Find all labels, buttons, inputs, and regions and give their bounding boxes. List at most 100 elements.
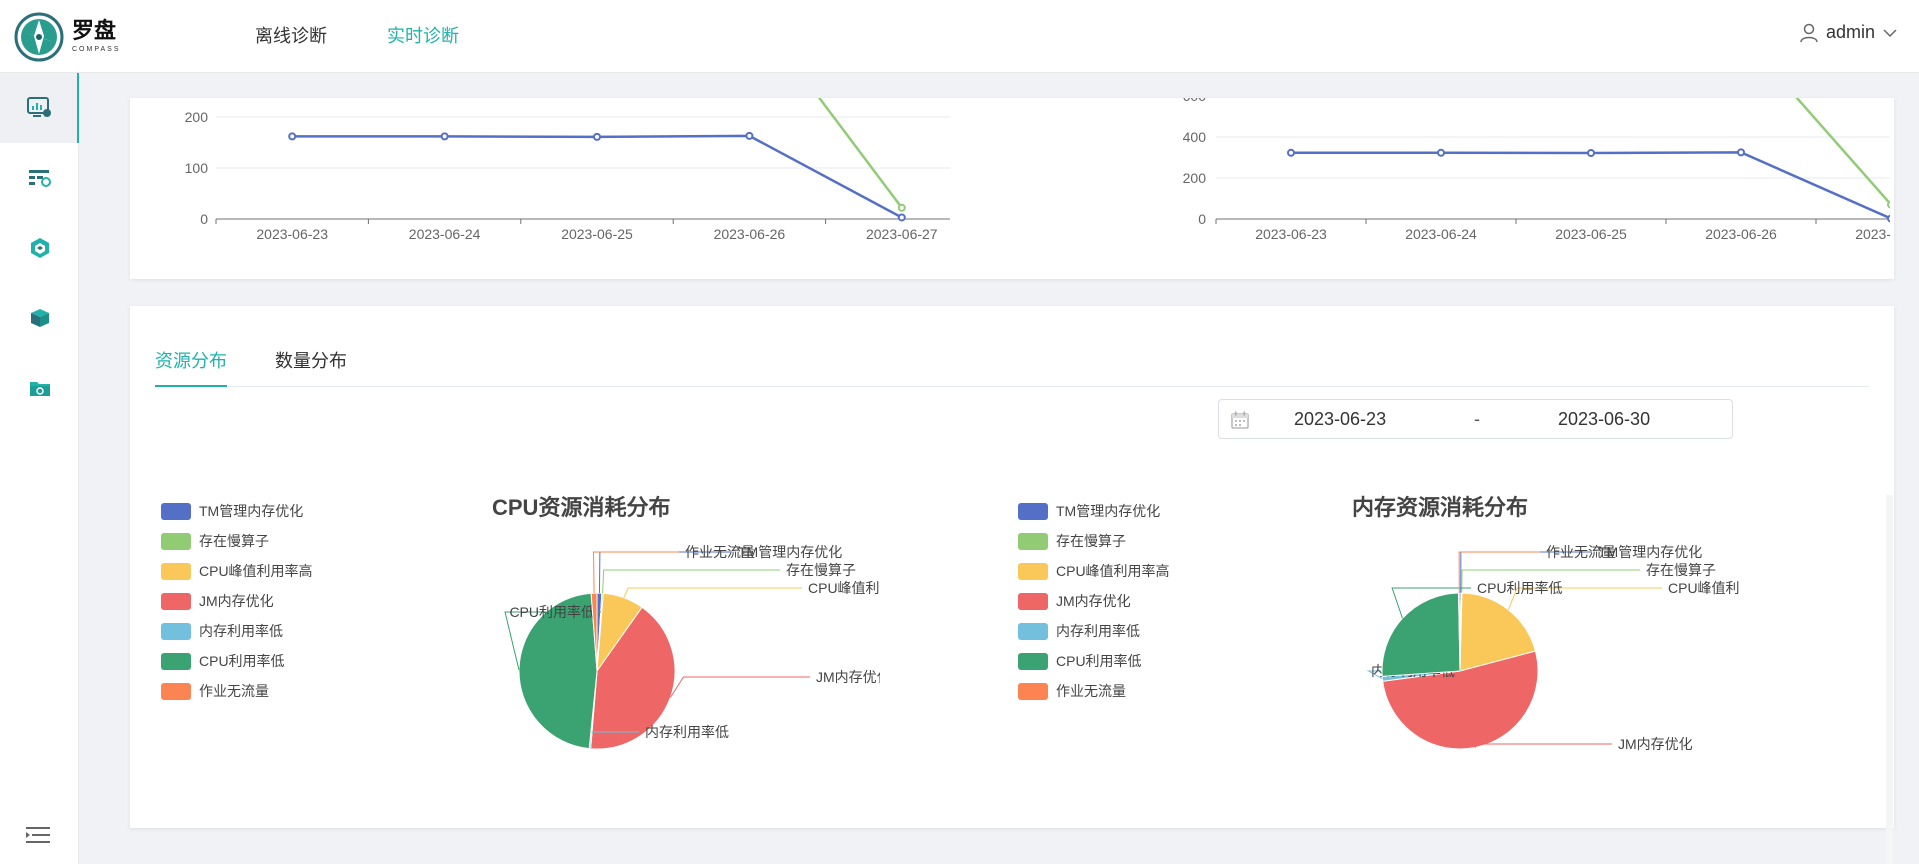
cpu-chart-title: CPU资源消耗分布 — [492, 495, 671, 520]
pie-slice — [1458, 592, 1461, 672]
user-name: admin — [1825, 22, 1875, 42]
start-date-input[interactable]: 2023-06-23 — [1294, 409, 1387, 429]
legend-swatch — [1018, 592, 1048, 610]
legend-item[interactable]: CPU峰值利用率高 — [161, 556, 313, 586]
pie-leader-line — [623, 587, 802, 598]
legend-swatch — [161, 562, 191, 580]
legend-swatch — [1018, 682, 1048, 700]
legend-item[interactable]: 作业无流量 — [161, 676, 313, 706]
series-line — [1795, 98, 1890, 206]
pie-label: 存在慢算子 — [1646, 562, 1716, 578]
pie-leader-line — [1474, 743, 1612, 748]
legend-item[interactable]: 内存利用率低 — [1018, 616, 1170, 646]
sidebar-item-folder[interactable] — [0, 353, 79, 423]
main-nav: 离线诊断 实时诊断 — [255, 0, 519, 73]
legend-item[interactable]: CPU利用率低 — [1018, 646, 1170, 676]
y-tick-label: 600 — [1183, 98, 1207, 104]
pie-label: CPU峰值利用率高 — [808, 580, 880, 596]
logo-subtitle: COMPASS — [72, 46, 121, 53]
logo-title: 罗盘 — [72, 18, 117, 43]
y-tick-label: 200 — [1183, 170, 1207, 186]
legend-item[interactable]: TM管理内存优化 — [161, 496, 313, 526]
legend-item[interactable]: 存在慢算子 — [161, 526, 313, 556]
memory-chart-title: 内存资源消耗分布 — [1352, 495, 1529, 520]
series-point — [593, 132, 601, 141]
legend-swatch — [161, 532, 191, 550]
pie-slice — [1381, 592, 1461, 677]
legend-item[interactable]: 内存利用率低 — [161, 616, 313, 646]
user-menu[interactable]: admin — [1800, 22, 1905, 43]
pie-label: 作业无流量 — [685, 544, 755, 560]
legend-cpu: TM管理内存优化存在慢算子 CPU峰值利用率高 JM内存优化内存利用率低 CPU利用率… — [161, 496, 313, 706]
y-tick-label: 0 — [1198, 211, 1206, 227]
user-icon — [1800, 23, 1818, 42]
legend-swatch — [161, 682, 191, 700]
x-tick-label: 2023-06-27 — [1855, 226, 1890, 242]
x-tick-label: 2023-06-23 — [1255, 226, 1327, 242]
legend-label: CPU利用率低 — [1056, 653, 1142, 669]
series-point — [1887, 200, 1890, 209]
nav-offline-diagnosis[interactable]: 离线诊断 — [255, 26, 327, 46]
pie-label: CPU利用率低 — [509, 604, 595, 620]
x-tick-label: 2023-06-27 — [866, 226, 938, 242]
legend-label: CPU利用率低 — [199, 653, 285, 669]
legend-item[interactable]: CPU利用率低 — [161, 646, 313, 676]
scrollbar[interactable] — [1886, 495, 1893, 864]
sidebar-item-hexagon[interactable] — [0, 213, 79, 283]
dashboard-icon — [26, 97, 51, 117]
pie-slice — [590, 592, 598, 672]
pie-leader-line — [1507, 587, 1662, 611]
pie-label: TM管理内存优化 — [738, 544, 842, 560]
distribution-card: 资源分布 数量分布 2023-06-23 - 2023-06-30 TM管理内存… — [130, 306, 1894, 828]
trend-card: 0 100 200 2023-06-23 2023-06-24 2023-06-25 202… — [130, 98, 1894, 279]
series-line — [1291, 151, 1890, 220]
legend-swatch — [161, 652, 191, 670]
legend-item[interactable]: 存在慢算子 — [1018, 526, 1170, 556]
pie-label: 存在慢算子 — [786, 562, 856, 578]
trend-chart-right: 0 200 400 600 2023-06-23 2023-06-24 2023-06-25… — [1183, 98, 1890, 242]
series-point — [440, 132, 449, 141]
x-tick-label: 2023-06-26 — [1705, 226, 1777, 242]
sidebar — [0, 73, 79, 864]
date-range-picker[interactable]: 2023-06-23 - 2023-06-30 — [1218, 399, 1733, 439]
distribution-tabs: 资源分布 数量分布 — [155, 344, 1869, 387]
tab-count-distribution[interactable]: 数量分布 — [275, 351, 347, 371]
sidebar-item-cube[interactable] — [0, 283, 79, 353]
nav-realtime-diagnosis[interactable]: 实时诊断 — [387, 26, 459, 46]
legend-item[interactable]: TM管理内存优化 — [1018, 496, 1170, 526]
series-line — [292, 134, 903, 219]
pie-label: CPU利用率低 — [1477, 580, 1563, 596]
pie-leader-line — [1458, 551, 1540, 594]
end-date-input[interactable]: 2023-06-30 — [1558, 409, 1651, 429]
legend-item[interactable]: JM内存优化 — [1018, 586, 1170, 616]
logo[interactable]: 罗盘 COMPASS — [14, 12, 121, 62]
legend-label: 存在慢算子 — [1056, 533, 1126, 549]
legend-label: JM内存优化 — [199, 593, 274, 609]
compass-logo-icon — [14, 12, 64, 62]
legend-label: 作业无流量 — [199, 683, 269, 699]
legend-swatch — [161, 502, 191, 520]
series-point — [1587, 148, 1595, 157]
series-point — [1437, 148, 1445, 157]
sidebar-collapse-button[interactable] — [26, 825, 50, 850]
task-list-icon — [28, 170, 51, 187]
pie-leader-line — [602, 569, 780, 594]
sidebar-item-task-list[interactable] — [0, 143, 79, 213]
legend-item[interactable]: JM内存优化 — [161, 586, 313, 616]
pie-label: JM内存优化 — [816, 669, 880, 685]
pie-label: CPU峰值利用率高 — [1668, 580, 1740, 596]
legend-label: 存在慢算子 — [199, 533, 269, 549]
series-point — [288, 132, 297, 141]
memory-pie-chart: TM管理内存优化存在慢算子CPU峰值利用率高JM内存优化内存利用率低CPU利用率… — [1366, 544, 1740, 752]
legend-item[interactable]: 作业无流量 — [1018, 676, 1170, 706]
cube-icon — [30, 309, 49, 327]
x-tick-label: 2023-06-24 — [1405, 226, 1477, 242]
tab-resource-distribution[interactable]: 资源分布 — [155, 344, 227, 387]
pie-label: 内存利用率低 — [645, 724, 729, 740]
series-point — [1887, 214, 1890, 223]
date-separator: - — [1474, 409, 1480, 429]
legend-item[interactable]: CPU峰值利用率高 — [1018, 556, 1170, 586]
pie-label: 作业无流量 — [1546, 544, 1616, 560]
legend-swatch — [1018, 652, 1048, 670]
sidebar-item-dashboard[interactable] — [0, 73, 79, 143]
